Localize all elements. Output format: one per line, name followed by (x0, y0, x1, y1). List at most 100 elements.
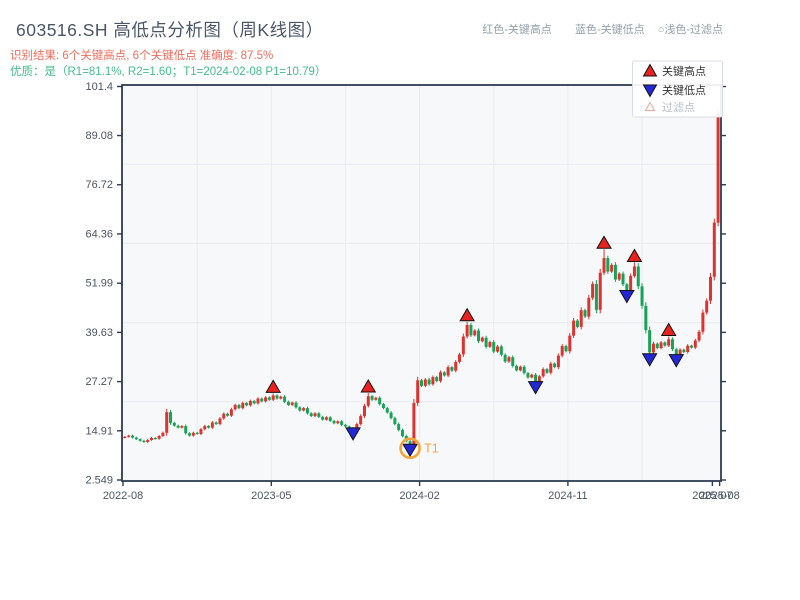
candle-up (302, 408, 306, 411)
candle-down (283, 396, 287, 402)
candle-up (423, 379, 427, 386)
candle-up (146, 439, 150, 442)
candle-up (439, 372, 443, 382)
y-axis-tick-label: 101.4 (85, 81, 113, 93)
key-low-marker (641, 353, 658, 367)
key-high-marker (626, 248, 643, 262)
candle-up (697, 331, 701, 341)
candle-down (321, 416, 325, 420)
recognition-result-text: 识别结果: 6个关键高点, 6个关键低点 准确度: 87.5% (10, 50, 274, 62)
candle-up (686, 345, 690, 353)
candle-down (613, 264, 617, 280)
candle-down (245, 402, 249, 406)
candle-up (617, 273, 621, 280)
candle-down (526, 373, 530, 378)
candle-down (260, 398, 264, 402)
candle-down (393, 418, 397, 425)
key-low-marker (402, 443, 418, 458)
candle-down (625, 284, 629, 290)
candle-down (317, 413, 321, 417)
y-axis-tick-label: 27.27 (85, 376, 113, 388)
candle-down (332, 420, 336, 424)
y-axis-tick-label: 76.72 (85, 179, 113, 191)
candle-up (366, 396, 370, 406)
candle-up (693, 340, 697, 348)
x-axis-tick-label: 2024-02 (399, 490, 439, 502)
candle-down (644, 305, 648, 331)
candle-up (496, 346, 500, 352)
x-axis-tick-label: 2025-07 (692, 490, 732, 502)
y-axis-tick-label: 39.63 (85, 327, 113, 339)
candle-up (203, 426, 207, 430)
key-low-marker (618, 289, 635, 304)
candle-down (169, 412, 173, 423)
candle-up (549, 363, 553, 373)
candle-up (465, 324, 469, 337)
t1-annotation: T1 (399, 437, 439, 459)
candle-up (598, 272, 602, 310)
x-axis-tick-label: 2022-08 (103, 490, 143, 502)
candle-up (256, 398, 260, 404)
candle-down (184, 426, 188, 434)
candle-up (191, 432, 195, 436)
candle-down (188, 433, 192, 436)
candle-up (541, 369, 545, 377)
candle-down (545, 369, 549, 373)
candle-up (336, 421, 340, 424)
candle-down (207, 426, 211, 428)
candle-up (218, 418, 222, 425)
candle-down (583, 310, 587, 317)
candle-down (134, 437, 138, 440)
candle-down (305, 408, 309, 414)
candle-up (241, 402, 245, 409)
key-high-marker (459, 307, 476, 322)
candle-up (659, 342, 663, 349)
quality-result-text: 优质：是（R1=81.1%, R2=1.60；T1=2024-02-08 P1=… (10, 66, 327, 78)
candle-down (309, 413, 313, 417)
candle-up (431, 377, 435, 385)
candle-up (165, 412, 169, 433)
candle-up (629, 275, 633, 290)
candle-up (359, 416, 363, 425)
candle-up (446, 367, 450, 376)
candle-down (370, 396, 374, 400)
candle-down (499, 346, 503, 355)
y-axis-tick-label: 89.08 (85, 130, 113, 142)
candle-up (374, 397, 378, 400)
candle-up (560, 346, 564, 356)
candle-up (518, 366, 522, 371)
candle-down (378, 397, 382, 405)
candle-down (400, 430, 404, 437)
axis-ticks-and-labels: 101.4 89.08 76.72 64.36 51.99 39.63 27.27 14.91… (85, 81, 739, 502)
candle-down (511, 357, 515, 366)
candle-down (176, 425, 180, 428)
candle-up (473, 330, 477, 336)
candle-up (507, 357, 511, 362)
candle-down (689, 345, 693, 348)
candle-up (199, 429, 203, 435)
note-filtered: ○浅色-过滤点 (657, 24, 723, 36)
candle-up (572, 320, 576, 336)
candle-down (214, 422, 218, 425)
plot-background (122, 85, 721, 481)
key-high-marker (660, 322, 677, 336)
marker-color-note: 红色-关键高点 蓝色-关键低点 ○浅色-过滤点 (482, 21, 723, 37)
legend-key-high-icon (642, 63, 658, 77)
candle-up (712, 222, 716, 277)
candle-down (385, 408, 389, 413)
candle-down (606, 258, 610, 272)
candle-up (123, 436, 127, 439)
candle-up (324, 417, 328, 420)
candle-down (381, 404, 385, 409)
candle-down (131, 435, 135, 438)
candle-up (556, 355, 560, 368)
candle-up (651, 343, 655, 353)
key-low-marker (668, 354, 685, 368)
candle-down (450, 367, 454, 371)
legend-key-low-label: 关键低点 (662, 83, 706, 97)
candle-up (587, 297, 591, 317)
candle-down (442, 372, 446, 376)
candle-down (267, 397, 271, 400)
